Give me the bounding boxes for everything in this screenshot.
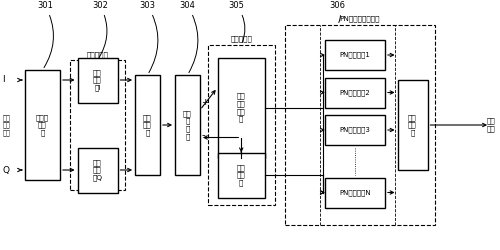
- Bar: [325, 178, 385, 208]
- Bar: [398, 80, 428, 170]
- Text: PN码相关器2: PN码相关器2: [340, 89, 370, 96]
- Bar: [70, 60, 125, 190]
- Bar: [218, 152, 265, 198]
- Bar: [175, 75, 200, 175]
- Text: 302: 302: [92, 1, 108, 58]
- Bar: [325, 115, 385, 145]
- Text: 301: 301: [37, 1, 54, 68]
- Text: 符号
判决
器: 符号 判决 器: [408, 114, 417, 136]
- Bar: [25, 70, 60, 180]
- Text: 中频
信号
输入: 中频 信号 输入: [2, 114, 10, 136]
- Text: PN码解扩相关器组: PN码解扩相关器组: [340, 16, 380, 22]
- Bar: [285, 25, 435, 225]
- Text: 均值
运算
器: 均值 运算 器: [237, 164, 246, 186]
- Text: 相位
运算
器: 相位 运算 器: [143, 114, 152, 136]
- Text: 数字下
变频
器: 数字下 变频 器: [36, 114, 49, 136]
- Bar: [78, 58, 118, 102]
- Text: 频率补偿器: 频率补偿器: [230, 36, 252, 43]
- Text: 相位
差
分
器: 相位 差 分 器: [183, 110, 192, 140]
- Text: PN码相关器1: PN码相关器1: [340, 52, 370, 58]
- Text: 305: 305: [228, 1, 245, 42]
- Bar: [325, 40, 385, 70]
- Text: -: -: [202, 130, 205, 140]
- Text: 信道
滤波
器I: 信道 滤波 器I: [93, 69, 102, 91]
- Text: 信道
滤波
器Q: 信道 滤波 器Q: [92, 159, 102, 181]
- Text: 306: 306: [330, 1, 345, 22]
- Bar: [135, 75, 160, 175]
- Text: 基带
数据: 基带 数据: [486, 118, 495, 132]
- Bar: [208, 45, 275, 205]
- Text: I: I: [2, 76, 5, 84]
- Text: +: +: [202, 98, 209, 107]
- Text: Q: Q: [2, 166, 10, 174]
- Bar: [78, 148, 118, 192]
- Text: 信道滤波器: 信道滤波器: [86, 51, 108, 58]
- Text: 303: 303: [140, 1, 158, 72]
- Text: 304: 304: [180, 1, 198, 72]
- Bar: [218, 58, 265, 158]
- Text: PN码相关器3: PN码相关器3: [340, 127, 370, 133]
- Text: 载波
频率
补偿
器: 载波 频率 补偿 器: [237, 93, 246, 122]
- Text: PN码相关器N: PN码相关器N: [339, 189, 371, 196]
- Bar: [325, 78, 385, 108]
